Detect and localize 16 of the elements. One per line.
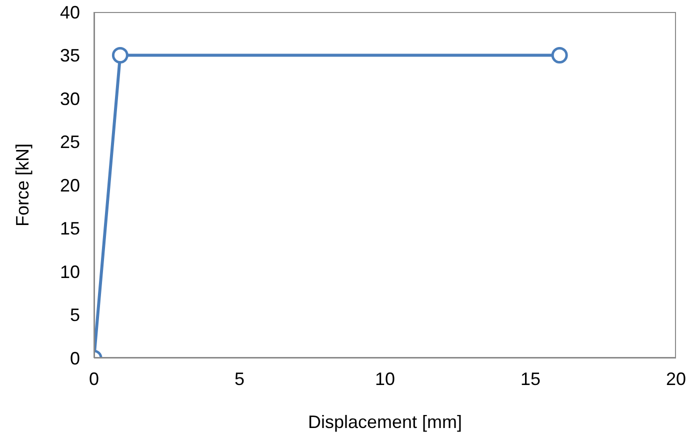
y-tick-label: 15 — [60, 218, 80, 239]
y-tick-label: 40 — [60, 2, 80, 22]
y-tick-label: 20 — [60, 175, 80, 196]
y-tick-label: 35 — [60, 46, 80, 66]
x-axis-title: Displacement [mm] — [308, 412, 462, 432]
y-tick-label: 5 — [70, 305, 80, 326]
y-tick-label: 10 — [60, 262, 80, 282]
y-axis-title: Force [kN] — [12, 143, 32, 227]
x-tick-label: 15 — [520, 368, 541, 389]
y-tick-label: 25 — [60, 132, 80, 152]
x-tick-label: 10 — [374, 368, 396, 389]
y-tick-label: 0 — [70, 348, 80, 368]
x-tick-label: 20 — [666, 368, 686, 389]
y-tick-label: 30 — [60, 88, 80, 109]
x-tick-label: 5 — [234, 368, 245, 389]
x-tick-label: 0 — [88, 368, 100, 389]
